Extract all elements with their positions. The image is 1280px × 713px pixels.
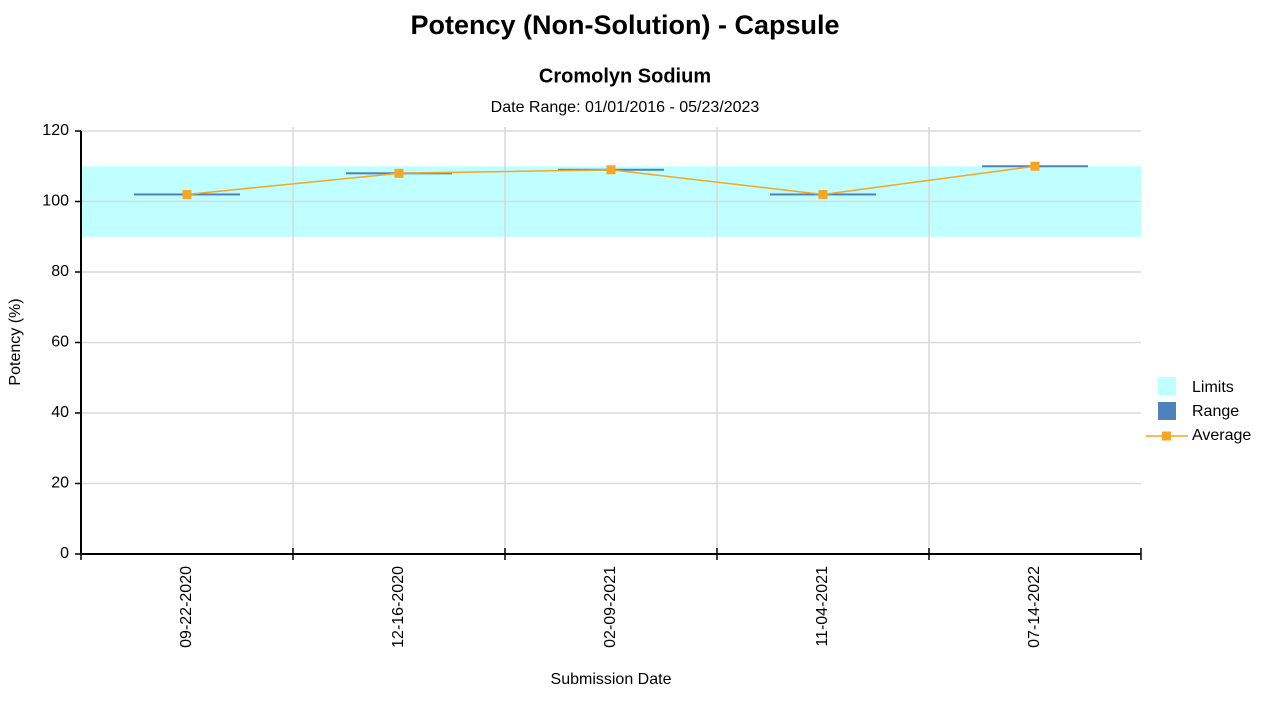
y-tick-label: 80: [51, 263, 69, 280]
average-marker: [394, 168, 404, 178]
x-tick-label: 11-04-2021: [814, 566, 831, 647]
y-axis-label: Potency (%): [7, 298, 24, 385]
x-tick-label: 07-14-2022: [1026, 566, 1043, 648]
x-axis-label: Submission Date: [551, 671, 672, 688]
legend-marker: [1162, 431, 1171, 441]
x-tick-label: 02-09-2021: [602, 566, 619, 648]
average-marker: [818, 189, 828, 199]
y-tick-label: 40: [51, 404, 69, 421]
x-tick-label: 09-22-2020: [178, 566, 195, 648]
legend-swatch: [1158, 402, 1176, 420]
average-marker: [606, 165, 616, 175]
y-tick-label: 20: [51, 475, 69, 492]
average-marker: [182, 189, 192, 199]
average-marker: [1030, 161, 1040, 171]
chart-subtitle: Cromolyn Sodium: [539, 65, 711, 87]
y-tick-label: 60: [51, 334, 69, 351]
date-range: Date Range: 01/01/2016 - 05/23/2023: [491, 99, 760, 116]
y-tick-label: 120: [42, 122, 69, 139]
y-tick-label: 0: [60, 545, 69, 562]
legend-label: Range: [1192, 403, 1239, 420]
legend-label: Average: [1192, 427, 1251, 444]
legend-swatch: [1158, 377, 1176, 395]
y-tick-label: 100: [42, 193, 69, 210]
legend-label: Limits: [1192, 379, 1234, 396]
chart-title: Potency (Non-Solution) - Capsule: [411, 10, 840, 40]
x-tick-label: 12-16-2020: [390, 566, 407, 648]
